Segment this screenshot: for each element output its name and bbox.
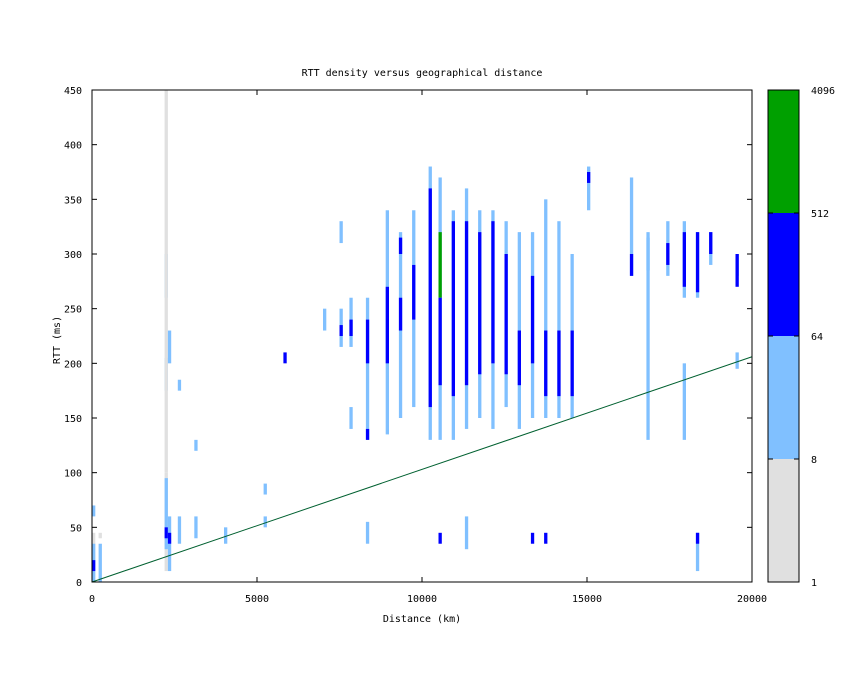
chart-title: RTT density versus geographical distance — [302, 68, 543, 79]
density-cell — [349, 319, 353, 336]
density-cell — [412, 264, 416, 320]
colorbar-tick-label: 8 — [811, 455, 817, 466]
density-cell — [629, 177, 634, 276]
density-cell — [365, 521, 370, 544]
plot-background — [92, 90, 752, 582]
density-cell — [629, 254, 634, 276]
density-cell — [398, 297, 403, 331]
x-axis: 0 5000 10000 15000 20000 — [89, 90, 767, 605]
density-cell — [428, 188, 432, 408]
density-cell — [695, 532, 700, 544]
density-cell — [194, 439, 198, 451]
density-cell — [438, 532, 442, 544]
colorbar-band — [768, 459, 799, 582]
density-cell — [349, 407, 353, 429]
y-tick-label: 50 — [70, 523, 82, 534]
density-cell — [695, 532, 700, 572]
y-tick-label: 0 — [76, 578, 82, 589]
y-axis-label: RTT (ms) — [52, 316, 63, 364]
density-cell — [557, 330, 561, 397]
density-cell — [438, 232, 442, 298]
density-cell — [464, 221, 469, 386]
density-cell — [339, 221, 343, 244]
density-cell — [709, 232, 713, 254]
density-cell — [92, 560, 96, 572]
density-cell — [365, 297, 370, 440]
density-cell — [283, 352, 287, 364]
y-tick-label: 400 — [64, 141, 82, 152]
density-cell — [504, 254, 508, 375]
y-tick-label: 350 — [64, 195, 82, 206]
density-cell — [451, 221, 455, 397]
density-cell — [587, 172, 591, 183]
density-cell — [385, 286, 389, 364]
density-cell — [224, 527, 228, 544]
reference-line — [91, 356, 753, 583]
density-cell — [167, 516, 172, 572]
density-cell — [167, 330, 172, 364]
density-cell — [194, 516, 198, 539]
colorbar-tick-label: 512 — [811, 209, 829, 220]
density-cell — [646, 237, 650, 271]
density-cell — [478, 232, 482, 375]
x-tick-label: 15000 — [572, 594, 602, 605]
colorbar-band — [768, 90, 799, 213]
density-cell — [682, 363, 686, 440]
density-cell — [164, 478, 168, 550]
y-axis: 0 50 100 150 200 250 300 350 400 450 — [64, 86, 752, 589]
x-tick-label: 5000 — [245, 594, 269, 605]
density-cell — [464, 516, 469, 550]
y-tick-label: 300 — [64, 250, 82, 261]
density-cell — [530, 532, 535, 544]
density-cell — [398, 237, 403, 254]
y-tick-label: 200 — [64, 359, 82, 370]
density-cell — [98, 543, 102, 582]
density-cell — [323, 308, 327, 331]
colorbar-band — [768, 213, 799, 336]
density-cell — [365, 319, 370, 364]
density-cell — [695, 232, 700, 293]
density-cell — [735, 352, 739, 369]
density-cell — [517, 330, 521, 386]
density-cell — [339, 325, 343, 336]
x-tick-label: 0 — [89, 594, 95, 605]
density-cell — [164, 527, 168, 539]
density-cell — [177, 379, 182, 391]
density-cell — [177, 516, 182, 544]
density-cell — [557, 221, 561, 418]
density-cell — [491, 221, 495, 364]
x-axis-label: Distance (km) — [383, 614, 461, 625]
density-cell — [587, 166, 591, 211]
x-tick-label: 10000 — [407, 594, 437, 605]
density-cell — [365, 428, 370, 440]
density-cell — [98, 532, 102, 539]
density-cell — [544, 532, 548, 544]
colorbar-tick-label: 4096 — [811, 86, 835, 97]
density-cell — [570, 330, 574, 397]
colorbar-tick-label: 64 — [811, 332, 823, 343]
density-cell — [682, 232, 686, 287]
density-cell — [735, 254, 739, 287]
colorbar: 1 8 64 512 4096 — [767, 86, 835, 589]
density-cell — [544, 330, 548, 397]
density-cell — [530, 275, 535, 364]
density-cell — [263, 516, 267, 528]
density-cell — [263, 483, 267, 495]
density-cell — [164, 90, 168, 473]
y-tick-label: 250 — [64, 305, 82, 316]
density-cells — [92, 90, 739, 582]
colorbar-band — [768, 336, 799, 459]
x-tick-label: 20000 — [737, 594, 767, 605]
density-cell — [438, 297, 442, 386]
y-tick-label: 450 — [64, 86, 82, 97]
y-tick-label: 100 — [64, 469, 82, 480]
density-cell — [666, 243, 670, 265]
density-cell — [646, 232, 650, 440]
density-cell — [92, 505, 96, 517]
y-tick-label: 150 — [64, 414, 82, 425]
colorbar-tick-label: 1 — [811, 578, 817, 589]
density-cell — [544, 199, 548, 418]
density-cell — [167, 532, 172, 544]
